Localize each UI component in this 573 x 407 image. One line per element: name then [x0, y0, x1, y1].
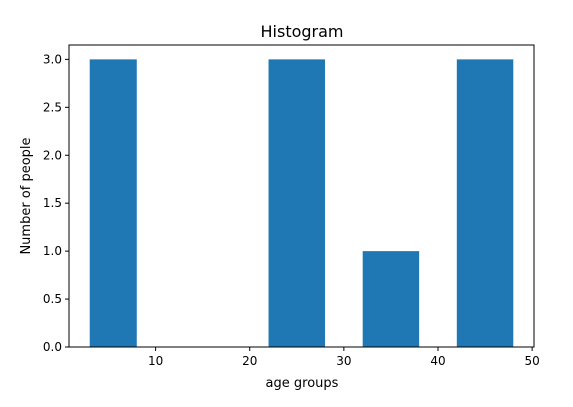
- y-axis-ticks: 0.0 0.5 1.0 1.5 2.0 2.5 3.0: [43, 52, 69, 354]
- y-tick-label: 1.5: [43, 196, 62, 210]
- x-axis-ticks: 10 20 30 40 50: [148, 347, 540, 368]
- x-tick-label: 20: [242, 354, 257, 368]
- y-tick-label: 0.5: [43, 292, 62, 306]
- y-tick-label: 3.0: [43, 52, 62, 66]
- y-tick-label: 2.0: [43, 148, 62, 162]
- bars-group: [89, 59, 514, 347]
- histogram-bar-1: [89, 59, 137, 347]
- x-tick-label: 10: [148, 354, 163, 368]
- histogram-bar-2: [268, 59, 326, 347]
- histogram-bar-3: [362, 251, 420, 347]
- histogram-bar-4: [456, 59, 514, 347]
- x-tick-label: 40: [430, 354, 445, 368]
- y-axis-label: Number of people: [19, 137, 34, 254]
- y-tick-label: 0.0: [43, 340, 62, 354]
- y-tick-label: 1.0: [43, 244, 62, 258]
- y-tick-label: 2.5: [43, 100, 62, 114]
- chart-title: Histogram: [261, 22, 344, 41]
- x-tick-label: 30: [336, 354, 351, 368]
- x-tick-label: 50: [524, 354, 539, 368]
- x-axis-label: age groups: [266, 376, 339, 391]
- plot-frame: [68, 44, 535, 348]
